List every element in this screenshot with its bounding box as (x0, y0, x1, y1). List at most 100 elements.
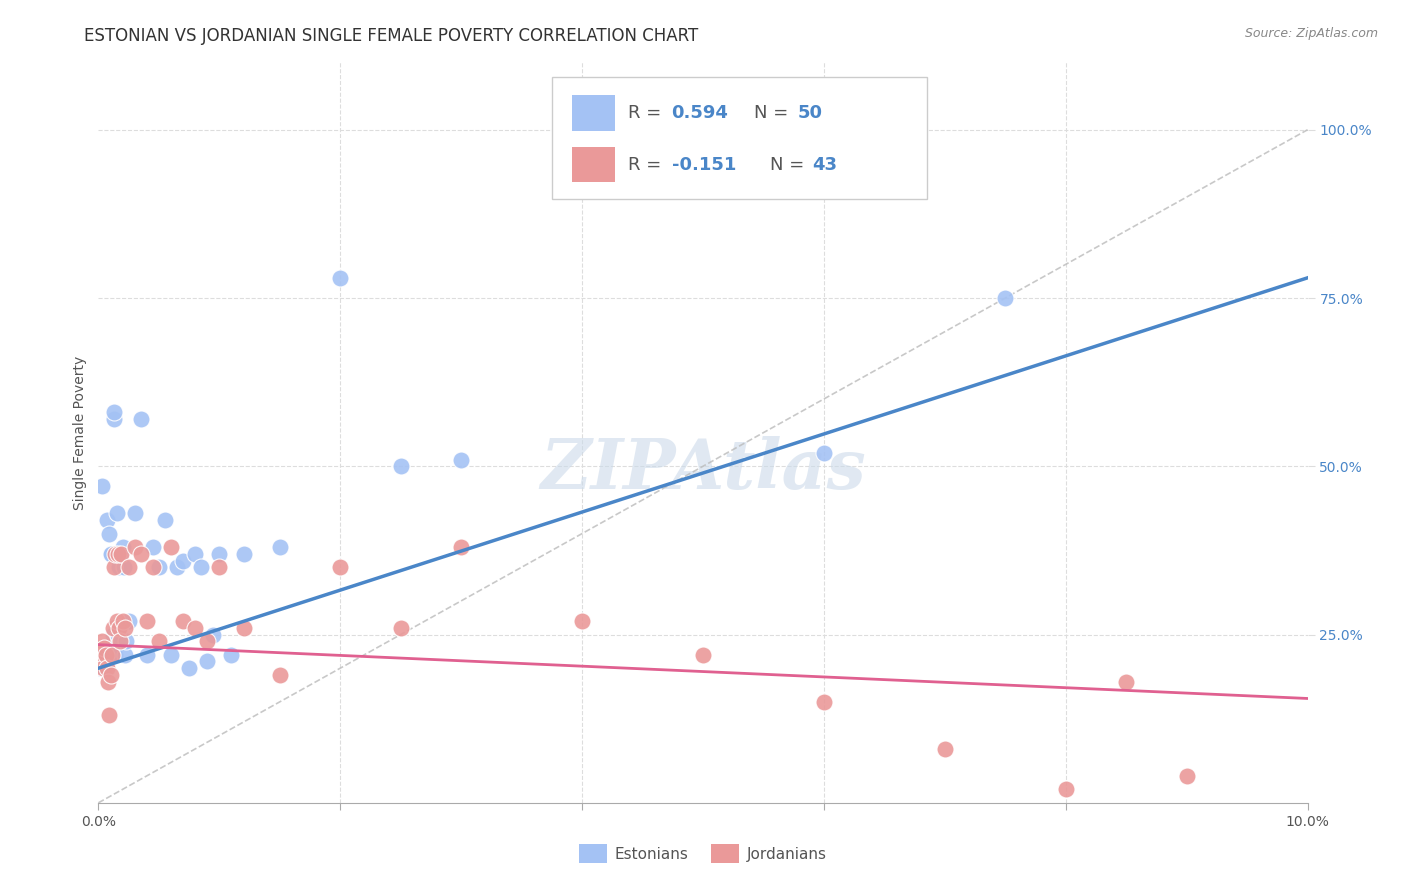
Text: -0.151: -0.151 (672, 155, 735, 174)
Text: N =: N = (754, 103, 794, 122)
Point (101, 621, 124, 635)
Point (118, 560, 141, 574)
Point (153, 513, 176, 527)
Text: ESTONIAN VS JORDANIAN SINGLE FEMALE POVERTY CORRELATION CHART: ESTONIAN VS JORDANIAN SINGLE FEMALE POVE… (84, 27, 699, 45)
Point (115, 634, 138, 648)
Point (179, 661, 201, 675)
FancyBboxPatch shape (551, 78, 927, 200)
Point (269, 540, 291, 554)
Point (110, 547, 132, 561)
Point (184, 621, 207, 635)
Legend: Estonians, Jordanians: Estonians, Jordanians (574, 838, 832, 869)
Point (100, 547, 122, 561)
Point (112, 560, 135, 574)
Point (103, 412, 125, 426)
Point (91, 648, 114, 662)
Point (1054, 782, 1077, 797)
Point (110, 634, 132, 648)
Point (97, 655, 120, 669)
Point (111, 614, 134, 628)
Point (129, 412, 152, 426)
Point (571, 614, 593, 628)
Point (111, 540, 134, 554)
FancyBboxPatch shape (572, 95, 614, 130)
Point (1175, 769, 1198, 783)
FancyBboxPatch shape (572, 147, 614, 182)
Point (107, 627, 129, 641)
Point (166, 560, 188, 574)
Point (107, 547, 129, 561)
Point (124, 507, 146, 521)
Point (103, 560, 125, 574)
Point (208, 547, 231, 561)
Point (93, 661, 115, 675)
Point (450, 452, 472, 467)
Point (142, 560, 165, 574)
Point (148, 560, 170, 574)
Point (160, 648, 183, 662)
Point (108, 621, 131, 635)
Point (98, 526, 121, 541)
Point (269, 668, 291, 682)
Point (129, 547, 152, 561)
Point (108, 634, 131, 648)
Point (450, 540, 472, 554)
Point (97, 674, 120, 689)
Point (813, 446, 835, 460)
Point (813, 695, 835, 709)
Text: Source: ZipAtlas.com: Source: ZipAtlas.com (1244, 27, 1378, 40)
Point (104, 648, 127, 662)
Point (232, 547, 254, 561)
Point (160, 540, 183, 554)
Point (389, 459, 412, 474)
Point (172, 614, 194, 628)
Y-axis label: Single Female Poverty: Single Female Poverty (73, 356, 87, 509)
Point (208, 560, 231, 574)
Point (91, 661, 114, 675)
Point (329, 270, 352, 285)
Text: R =: R = (628, 103, 666, 122)
Point (96, 513, 118, 527)
Point (692, 648, 714, 662)
Point (100, 668, 122, 682)
Point (89, 661, 111, 675)
Point (94, 655, 117, 669)
Point (1115, 674, 1137, 689)
Text: N =: N = (769, 155, 810, 174)
Point (190, 560, 212, 574)
Point (105, 614, 128, 628)
Point (124, 540, 146, 554)
Point (104, 547, 127, 561)
Point (148, 634, 170, 648)
Text: 0.594: 0.594 (672, 103, 728, 122)
Point (389, 621, 412, 635)
Point (934, 742, 956, 756)
Point (98, 708, 121, 723)
Text: ZIPAtlas: ZIPAtlas (540, 436, 866, 503)
Point (118, 614, 141, 628)
Point (142, 540, 165, 554)
Point (135, 648, 157, 662)
Point (108, 547, 131, 561)
Point (184, 547, 207, 561)
Point (692, 109, 714, 123)
Point (93, 648, 115, 662)
Point (135, 614, 157, 628)
Point (100, 547, 122, 561)
Point (93, 640, 115, 655)
Text: 50: 50 (797, 103, 823, 122)
Point (195, 634, 218, 648)
Point (96, 661, 118, 675)
Point (195, 655, 218, 669)
Point (91, 634, 114, 648)
Point (91, 479, 114, 493)
Point (105, 507, 128, 521)
Text: R =: R = (628, 155, 666, 174)
Point (103, 405, 125, 419)
Point (100, 648, 122, 662)
Point (329, 560, 352, 574)
Text: 43: 43 (811, 155, 837, 174)
Point (114, 648, 136, 662)
Point (232, 621, 254, 635)
Point (994, 291, 1017, 305)
